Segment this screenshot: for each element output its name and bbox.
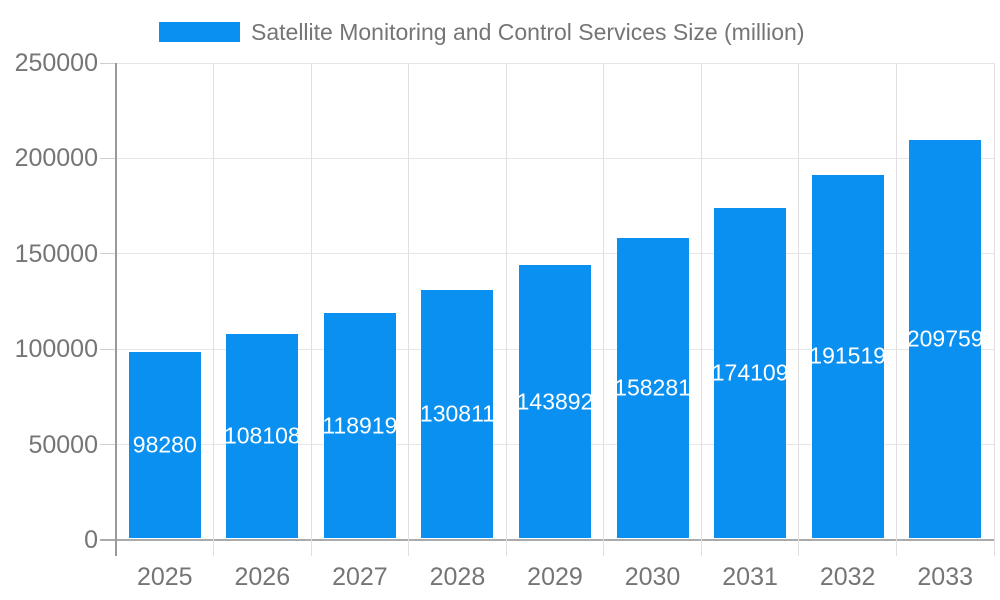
bar-value-label: 191519 bbox=[811, 342, 884, 369]
bar: 98280 bbox=[128, 352, 201, 538]
y-axis-label: 250000 bbox=[14, 49, 98, 77]
x-axis-label: 2025 bbox=[136, 563, 193, 591]
x-axis-label: 2030 bbox=[624, 563, 681, 591]
plot-area: 0 50000 100000 150000 200000 250000 98280 10810… bbox=[15, 49, 995, 591]
x-gridline bbox=[213, 63, 215, 556]
x-gridline bbox=[895, 63, 897, 556]
x-axis-label: 2026 bbox=[234, 563, 291, 591]
chart-legend: Satellite Monitoring and Control Service… bbox=[159, 18, 805, 45]
y-axis-label: 0 bbox=[84, 526, 98, 554]
x-gridline bbox=[310, 63, 312, 556]
chart-title: Satellite Monitoring and Control Service… bbox=[251, 18, 805, 45]
y-tick bbox=[100, 444, 116, 446]
y-tick bbox=[100, 253, 116, 255]
x-gridline bbox=[993, 63, 995, 556]
x-gridline bbox=[408, 63, 410, 556]
bar-value-label: 143892 bbox=[519, 388, 591, 415]
y-tick bbox=[100, 539, 116, 541]
y-axis-line bbox=[115, 63, 117, 556]
y-axis-label: 100000 bbox=[14, 335, 98, 364]
x-axis-label: 2029 bbox=[527, 563, 583, 591]
bar-value-label: 174109 bbox=[714, 359, 787, 386]
y-gridline bbox=[116, 253, 994, 255]
bar-value-label: 130811 bbox=[421, 400, 494, 427]
bar: 209759 bbox=[909, 139, 982, 538]
y-axis-label: 200000 bbox=[14, 144, 98, 173]
x-axis-label: 2028 bbox=[429, 563, 486, 591]
bar: 118919 bbox=[323, 313, 396, 538]
y-axis-label: 150000 bbox=[14, 239, 98, 268]
x-gridline bbox=[700, 63, 702, 556]
bar-value-label: 108108 bbox=[226, 422, 299, 449]
bar: 130811 bbox=[421, 290, 494, 538]
y-tick bbox=[100, 62, 116, 64]
bar-value-label: 209759 bbox=[909, 325, 982, 352]
bar-value-label: 158281 bbox=[616, 374, 689, 401]
y-tick bbox=[100, 348, 116, 350]
bar: 174109 bbox=[714, 207, 787, 538]
bar: 191519 bbox=[811, 174, 884, 538]
x-axis-label: 2032 bbox=[819, 563, 876, 591]
y-tick bbox=[100, 157, 116, 159]
x-axis-label: 2033 bbox=[917, 563, 974, 591]
bar: 108108 bbox=[226, 333, 299, 538]
legend-swatch bbox=[159, 22, 240, 42]
bar: 143892 bbox=[519, 265, 591, 538]
y-axis-label: 50000 bbox=[28, 430, 98, 459]
x-gridline bbox=[505, 63, 507, 556]
x-gridline bbox=[603, 63, 605, 556]
x-axis-label: 2031 bbox=[722, 563, 778, 591]
bar-value-label: 98280 bbox=[132, 431, 197, 458]
y-gridline bbox=[116, 539, 994, 541]
x-gridline bbox=[798, 63, 800, 556]
bar: 158281 bbox=[616, 237, 689, 538]
y-gridline bbox=[116, 157, 994, 159]
x-axis-label: 2027 bbox=[332, 563, 388, 591]
y-gridline bbox=[116, 62, 994, 64]
bar-value-label: 118919 bbox=[323, 412, 396, 439]
